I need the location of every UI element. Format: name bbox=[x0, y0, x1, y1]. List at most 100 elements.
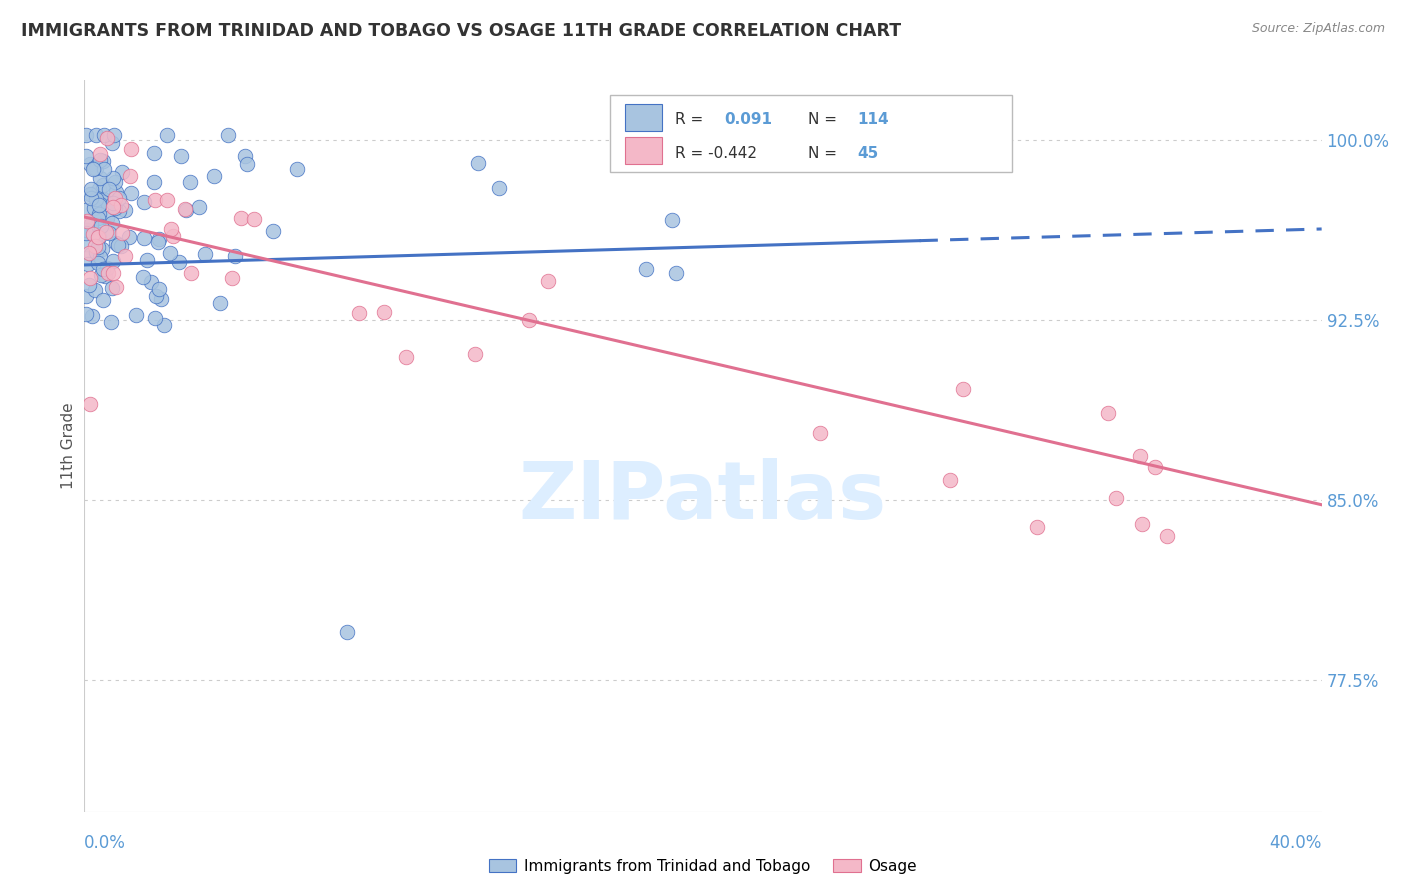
Point bbox=[89, 182, 111, 196]
Point bbox=[89, 250, 111, 264]
Point bbox=[96, 131, 118, 145]
Point bbox=[229, 211, 252, 225]
Point bbox=[336, 624, 359, 639]
Point bbox=[90, 242, 112, 256]
Point bbox=[217, 128, 239, 143]
Point bbox=[90, 268, 112, 283]
Point bbox=[86, 240, 108, 254]
FancyBboxPatch shape bbox=[626, 103, 662, 131]
Point bbox=[110, 238, 132, 252]
Legend: Immigrants from Trinidad and Tobago, Osage: Immigrants from Trinidad and Tobago, Osa… bbox=[482, 853, 924, 880]
Text: N =: N = bbox=[808, 146, 842, 161]
Point bbox=[101, 136, 124, 151]
Point bbox=[221, 270, 243, 285]
Point bbox=[132, 231, 155, 245]
Point bbox=[82, 227, 104, 242]
Point bbox=[661, 213, 683, 227]
Point bbox=[209, 296, 232, 310]
Point bbox=[233, 149, 256, 163]
Point bbox=[174, 202, 197, 217]
Point bbox=[89, 207, 111, 221]
Point bbox=[98, 227, 121, 241]
Point bbox=[162, 229, 184, 244]
Point bbox=[619, 137, 641, 152]
Text: IMMIGRANTS FROM TRINIDAD AND TOBAGO VS OSAGE 11TH GRADE CORRELATION CHART: IMMIGRANTS FROM TRINIDAD AND TOBAGO VS O… bbox=[21, 22, 901, 40]
Point bbox=[156, 128, 179, 143]
Point bbox=[125, 309, 148, 323]
Point bbox=[101, 281, 124, 295]
Point bbox=[84, 128, 107, 143]
Point bbox=[148, 282, 170, 296]
Point bbox=[104, 175, 127, 189]
Point bbox=[75, 202, 97, 217]
Point bbox=[84, 193, 107, 207]
Point bbox=[1129, 449, 1152, 463]
Point bbox=[75, 128, 97, 143]
Point bbox=[118, 169, 141, 183]
Point bbox=[97, 266, 120, 280]
Point bbox=[75, 288, 97, 302]
Point bbox=[87, 230, 110, 244]
Point bbox=[1130, 517, 1153, 532]
Point bbox=[79, 186, 101, 201]
Point bbox=[89, 147, 111, 161]
Point bbox=[96, 225, 118, 239]
Point bbox=[101, 200, 124, 214]
Point bbox=[373, 305, 395, 319]
Point bbox=[143, 145, 166, 160]
Point bbox=[91, 293, 114, 307]
Point bbox=[939, 474, 962, 488]
Point bbox=[87, 230, 110, 244]
Point bbox=[148, 235, 170, 249]
Point bbox=[82, 227, 104, 242]
Point bbox=[91, 154, 114, 169]
Point bbox=[84, 283, 107, 297]
Point bbox=[1156, 529, 1178, 543]
Point bbox=[111, 165, 134, 179]
Point bbox=[395, 351, 418, 365]
Text: N =: N = bbox=[808, 112, 842, 127]
Point bbox=[136, 253, 159, 268]
Point bbox=[80, 217, 103, 231]
Point bbox=[89, 197, 111, 211]
Point bbox=[94, 268, 117, 283]
Point bbox=[89, 197, 111, 211]
Point bbox=[79, 271, 101, 285]
Point bbox=[86, 211, 108, 226]
Point bbox=[159, 246, 181, 260]
Point bbox=[107, 238, 129, 252]
Point bbox=[91, 261, 114, 276]
Point bbox=[118, 230, 141, 244]
Point bbox=[537, 274, 560, 288]
FancyBboxPatch shape bbox=[610, 95, 1012, 171]
Text: 45: 45 bbox=[858, 146, 879, 161]
Point bbox=[202, 169, 225, 183]
Point bbox=[75, 236, 97, 251]
Point bbox=[132, 194, 155, 209]
Text: Source: ZipAtlas.com: Source: ZipAtlas.com bbox=[1251, 22, 1385, 36]
Point bbox=[107, 191, 129, 205]
Point bbox=[80, 191, 103, 205]
Point bbox=[952, 382, 974, 396]
Point bbox=[179, 175, 201, 189]
Text: 0.091: 0.091 bbox=[724, 112, 772, 127]
Point bbox=[1025, 520, 1047, 534]
Point bbox=[174, 202, 197, 216]
Point bbox=[349, 305, 371, 319]
Point bbox=[77, 245, 100, 260]
Point bbox=[75, 307, 97, 321]
Point bbox=[103, 191, 125, 205]
Point bbox=[139, 275, 162, 289]
Point bbox=[243, 212, 266, 227]
Point bbox=[1097, 406, 1119, 420]
Point bbox=[89, 153, 111, 168]
Point bbox=[236, 157, 259, 171]
Point bbox=[82, 186, 104, 201]
Point bbox=[159, 221, 181, 235]
Point bbox=[90, 193, 112, 207]
Point bbox=[84, 239, 107, 253]
Point bbox=[153, 318, 176, 332]
Text: R =: R = bbox=[675, 112, 707, 127]
Point bbox=[77, 257, 100, 271]
Point bbox=[79, 278, 101, 293]
